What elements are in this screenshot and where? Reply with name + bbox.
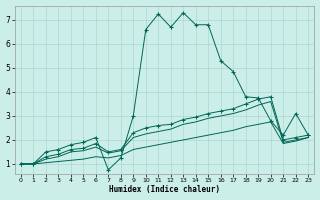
X-axis label: Humidex (Indice chaleur): Humidex (Indice chaleur): [109, 185, 220, 194]
